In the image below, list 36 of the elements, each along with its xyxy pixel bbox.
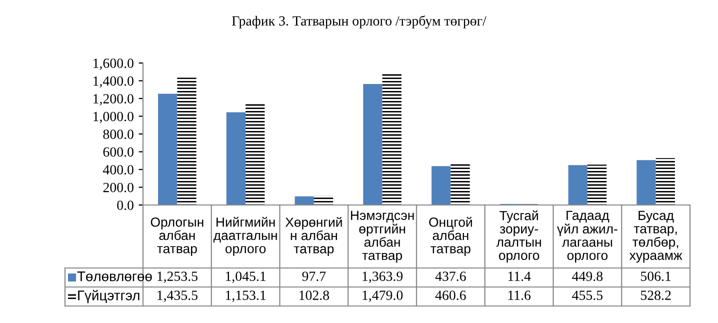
- y-tick-label: 0.0: [117, 200, 134, 210]
- legend-label: Гүйцэтгэл: [78, 290, 140, 304]
- x-tick-label: Орлогын албан татвар: [150, 217, 204, 256]
- data-label: 102.8: [300, 290, 330, 300]
- x-tick-label: Бусад татвар, төлбөр, хураамж: [629, 210, 682, 263]
- data-label: 1,479.0: [362, 290, 403, 302]
- y-tick-label: 800.0: [103, 130, 134, 140]
- data-label: 506.1: [640, 272, 671, 282]
- data-label: 1,435.5: [158, 290, 198, 302]
- x-tick-label: Нэмэгдсэн өртгийн албан татвар: [351, 210, 414, 263]
- data-label: 1,045.1: [226, 272, 266, 283]
- y-tick-label: 200.0: [103, 182, 134, 192]
- data-label: 528.2: [640, 290, 671, 300]
- y-tick-label: 1,000.0: [94, 112, 134, 124]
- data-label: 11.4: [508, 272, 531, 282]
- data-label: 1,253.5: [158, 272, 198, 283]
- data-label: 1,153.1: [226, 290, 266, 302]
- x-tick-label: Гадаад үйл ажил- лагааны орлого: [557, 210, 618, 263]
- data-label: 97.7: [302, 272, 326, 282]
- y-tick-label: 600.0: [103, 147, 134, 157]
- y-tick-label: 400.0: [102, 165, 134, 175]
- y-tick-label: 1,200.0: [94, 94, 134, 106]
- data-label: 455.5: [572, 290, 603, 300]
- data-label: 437.6: [435, 272, 466, 282]
- y-tick-label: 1,400.0: [94, 76, 134, 88]
- data-label: 460.6: [435, 290, 466, 300]
- x-tick-label: Нийгмийн даатгалын орлого: [213, 216, 277, 256]
- legend-label: Төлөвлөгөө: [77, 272, 152, 282]
- x-tick-label: Онцгой албан татвар: [429, 216, 472, 256]
- x-tick-label: Тусгай зориу- лалтын орлого: [496, 210, 541, 263]
- y-tick-label: 1,600.0: [94, 58, 134, 70]
- data-label: 11.6: [508, 290, 531, 300]
- data-label: 1,363.9: [362, 272, 403, 283]
- x-tick-label: Хөрөнгий н албан татвар: [285, 216, 342, 256]
- data-label: 449.8: [572, 272, 603, 282]
- chart-title: График 3. Татварын орлого /тэрбум төгрөг/: [232, 16, 486, 28]
